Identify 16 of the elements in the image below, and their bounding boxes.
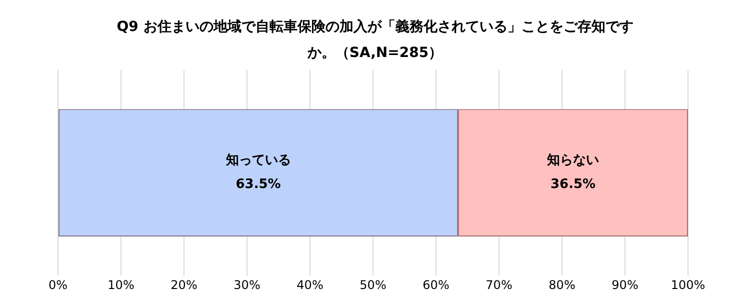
x-tick-label: 60% <box>422 278 450 292</box>
x-tick-label: 80% <box>548 278 576 292</box>
data-label: 63.5% <box>236 177 281 192</box>
data-label: 36.5% <box>550 177 596 192</box>
x-tick-label: 70% <box>486 278 512 292</box>
chart-title: Q9 お住まいの地域で自転車保険の加入が「義務化されている」ことをご存知ですか。（SA,N=285） <box>116 18 634 63</box>
x-tick-label: 40% <box>296 278 324 292</box>
series-label: 知らない <box>546 153 600 168</box>
x-tick-label: 20% <box>170 278 198 292</box>
x-tick-label: 90% <box>612 278 638 292</box>
x-tick-label: 30% <box>234 278 260 292</box>
x-tick-label: 0% <box>48 278 68 292</box>
series-label: 知っている <box>224 153 291 168</box>
x-tick-label: 50% <box>360 278 386 292</box>
x-tick-label: 100% <box>670 278 706 292</box>
x-tick-label: 10% <box>108 278 134 292</box>
